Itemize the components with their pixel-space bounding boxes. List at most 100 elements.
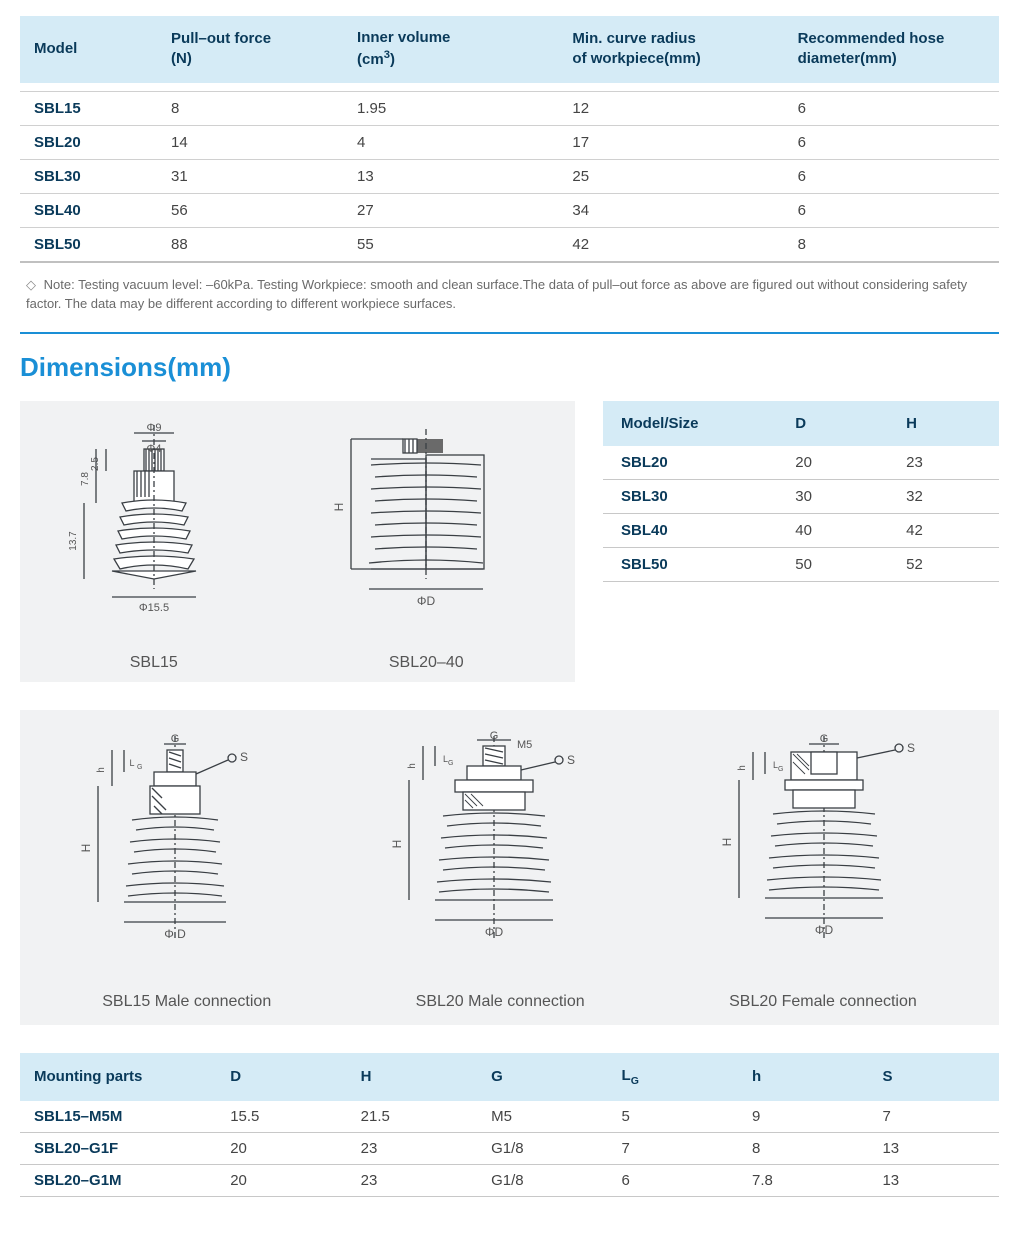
diagram-sbl15: Φ9 Φ4 2.5 7.8 13.7 Φ15.5 SBL15 [54,419,254,672]
caption-sbl20-40: SBL20–40 [311,654,541,672]
diagram-sbl20-40: H ΦD SBL20–40 [311,419,541,672]
model-cell: SBL50 [603,547,777,581]
model-cell: SBL40 [603,513,777,547]
value-cell: 9 [738,1101,868,1133]
column-header: Model/Size [603,401,777,446]
svg-text:ΦD: ΦD [417,594,436,608]
value-cell: 6 [784,125,999,159]
svg-text:G: G [448,760,453,767]
svg-text:H: H [720,837,734,846]
caption-sbl20-female: SBL20 Female connection [729,993,917,1011]
spec-table: ModelPull–out force(N)Inner volume(cm3)M… [20,16,999,263]
model-cell: SBL20 [20,125,157,159]
table-row: SBL303032 [603,479,999,513]
svg-text:L: L [129,758,134,768]
svg-text:Φ D: Φ D [164,927,186,941]
value-cell: 7 [608,1132,738,1164]
section-separator [20,332,999,334]
model-cell: SBL40 [20,193,157,227]
svg-text:H: H [332,502,346,511]
svg-text:S: S [567,753,575,767]
value-cell: 52 [888,547,999,581]
model-cell: SBL15–M5M [20,1101,216,1133]
table-row: SBL505052 [603,547,999,581]
value-cell: 8 [738,1132,868,1164]
value-cell: 5 [608,1101,738,1133]
svg-text:h: h [737,765,748,771]
value-cell: 88 [157,227,343,262]
column-header: S [868,1053,999,1101]
table-row: SBL303113256 [20,159,999,193]
dimensions-row-1: Φ9 Φ4 2.5 7.8 13.7 Φ15.5 SBL15 [20,401,999,682]
column-header: G [477,1053,607,1101]
value-cell: 20 [777,446,888,480]
table-row: SBL508855428 [20,227,999,262]
value-cell: 12 [558,91,783,125]
value-cell: 1.95 [343,91,558,125]
note-body: Testing vacuum level: –60kPa. Testing Wo… [26,277,967,312]
column-header: Pull–out force(N) [157,16,343,83]
dimensions-heading: Dimensions(mm) [20,352,999,383]
column-header: LG [608,1053,738,1101]
value-cell: 31 [157,159,343,193]
note-label: Note: [44,277,75,292]
svg-text:G: G [171,733,180,745]
value-cell: 4 [343,125,558,159]
value-cell: 17 [558,125,783,159]
column-header: D [777,401,888,446]
value-cell: 7.8 [738,1164,868,1196]
value-cell: 14 [157,125,343,159]
model-cell: SBL20–G1F [20,1132,216,1164]
model-cell: SBL20 [603,446,777,480]
value-cell: 20 [216,1164,346,1196]
value-cell: 23 [888,446,999,480]
table-row: SBL202023 [603,446,999,480]
value-cell: 23 [347,1132,477,1164]
svg-text:Φ15.5: Φ15.5 [139,602,169,614]
svg-text:h: h [96,767,107,773]
value-cell: 13 [868,1164,999,1196]
svg-text:13.7: 13.7 [68,530,79,550]
value-cell: 25 [558,159,783,193]
value-cell: 6 [784,193,999,227]
column-header: Inner volume(cm3) [343,16,558,83]
svg-text:7.8: 7.8 [80,471,91,485]
diagram-panel-connections: S G h L G H Φ D [20,710,999,1025]
diagram-panel-top: Φ9 Φ4 2.5 7.8 13.7 Φ15.5 SBL15 [20,401,575,682]
size-table-container: Model/SizeDH SBL202023SBL303032SBL404042… [603,401,999,682]
value-cell: 20 [216,1132,346,1164]
value-cell: G1/8 [477,1132,607,1164]
note-text: ◇ Note: Testing vacuum level: –60kPa. Te… [26,275,999,314]
sbl20-male-svg: M5 S [359,730,639,960]
value-cell: 40 [777,513,888,547]
value-cell: 55 [343,227,558,262]
svg-text:H: H [390,839,404,848]
value-cell: 13 [868,1132,999,1164]
column-header: H [347,1053,477,1101]
value-cell: 13 [343,159,558,193]
column-header: Model [20,16,157,83]
value-cell: 42 [888,513,999,547]
table-row: SBL15–M5M15.521.5M5597 [20,1101,999,1133]
column-header: H [888,401,999,446]
sbl15-male-svg: S G h LG H Φ D [50,730,310,960]
mount-table-header-row: Mounting partsDHGLGhS [20,1053,999,1101]
value-cell: 56 [157,193,343,227]
diagram-sbl20-female: S G h LG H ΦD [689,730,969,965]
value-cell: 6 [784,159,999,193]
table-row: SBL20144176 [20,125,999,159]
svg-text:ΦD: ΦD [485,925,504,939]
diagram-sbl20-male: M5 S [359,730,639,965]
svg-text:G: G [778,766,783,773]
value-cell: 27 [343,193,558,227]
value-cell: 23 [347,1164,477,1196]
model-cell: SBL50 [20,227,157,262]
column-header: Recommended hosediameter(mm) [784,16,999,83]
sbl20-40-diagram-svg: H ΦD [311,419,541,639]
column-header: Mounting parts [20,1053,216,1101]
caption-sbl15-male: SBL15 Male connection [102,993,271,1011]
mounting-parts-table: Mounting partsDHGLGhS SBL15–M5M15.521.5M… [20,1053,999,1197]
value-cell: 30 [777,479,888,513]
value-cell: 21.5 [347,1101,477,1133]
value-cell: 50 [777,547,888,581]
